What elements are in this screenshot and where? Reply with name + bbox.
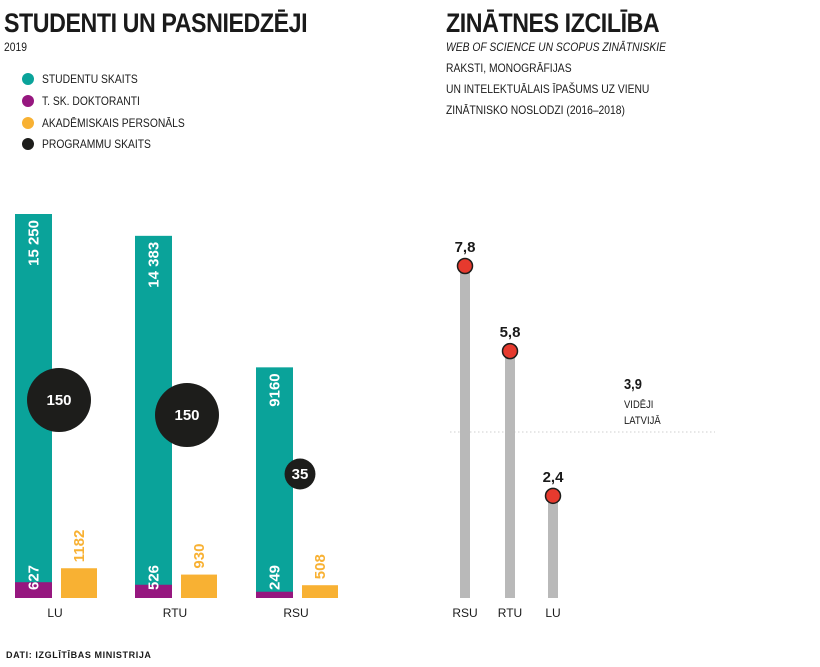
legend-label: STUDENTU SKAITS xyxy=(42,72,138,86)
programs-value-label: 150 xyxy=(46,392,71,409)
right-subtitle-line-2: RAKSTI, MONOGRĀFIJAS xyxy=(446,61,572,75)
right-subtitle-line-3: UN INTELEKTUĀLAIS ĪPAŠUMS UZ VIENU xyxy=(446,82,650,96)
left-chart-title: STUDENTI UN PASNIEDZĒJI xyxy=(4,8,308,38)
category-label: RSU xyxy=(283,606,308,620)
programs-value-label: 150 xyxy=(174,407,199,424)
black-dot-icon xyxy=(22,138,34,150)
staff-value-label: 1182 xyxy=(71,530,88,563)
students-value-label: 14 383 xyxy=(146,242,163,288)
score-dot xyxy=(501,342,519,360)
programs-circle xyxy=(155,383,219,447)
students-bar xyxy=(256,367,293,598)
right-chart-title: ZINĀTNES IZCILĪBA xyxy=(446,8,660,38)
score-stem xyxy=(505,351,515,598)
legend-label: AKADĒMISKAIS PERSONĀLS xyxy=(42,116,185,130)
staff-value-label: 508 xyxy=(312,554,329,579)
doctorants-bar xyxy=(135,584,172,598)
doctorants-value-label: 526 xyxy=(146,565,163,590)
category-label: RTU xyxy=(163,606,187,620)
legend-item: T. SK. DOKTORANTI xyxy=(22,94,156,108)
score-stem xyxy=(460,266,470,598)
yellow-dot-icon xyxy=(22,117,34,129)
legend-item: STUDENTU SKAITS xyxy=(22,72,153,86)
staff-bar xyxy=(61,568,97,598)
programs-circle xyxy=(27,368,91,432)
score-category-label: LU xyxy=(545,606,560,620)
students-value-label: 9160 xyxy=(267,373,284,406)
score-dot xyxy=(544,487,562,505)
average-label-line-1: VIDĒJI xyxy=(624,399,654,411)
average-value: 3,9 xyxy=(624,376,642,393)
teal-dot-icon xyxy=(22,73,34,85)
score-category-label: RSU xyxy=(452,606,477,620)
doctorants-value-label: 249 xyxy=(267,565,284,590)
score-category-label: RTU xyxy=(498,606,522,620)
staff-bar xyxy=(302,585,338,598)
score-value-label: 5,8 xyxy=(500,324,521,341)
doctorants-bar xyxy=(15,582,52,598)
legend-item: PROGRAMMU SKAITS xyxy=(22,137,169,151)
programs-value-label: 35 xyxy=(292,466,309,483)
legend-label: T. SK. DOKTORANTI xyxy=(42,94,140,108)
score-dot xyxy=(456,257,474,275)
score-value-label: 7,8 xyxy=(455,239,476,256)
score-value-label: 2,4 xyxy=(543,469,565,486)
average-label-line-2: LATVIJĀ xyxy=(624,415,661,427)
staff-value-label: 930 xyxy=(191,544,208,569)
category-label: LU xyxy=(47,606,62,620)
right-subtitle-line-4: ZINĀTNISKO NOSLODZI (2016–2018) xyxy=(446,103,625,117)
legend-item: AKADĒMISKAIS PERSONĀLS xyxy=(22,116,208,130)
staff-bar xyxy=(181,574,217,598)
legend-label: PROGRAMMU SKAITS xyxy=(42,137,151,151)
doctorants-bar xyxy=(256,591,293,598)
source-note: DATI: IZGLĪTĪBAS MINISTRIJA xyxy=(6,650,152,660)
students-value-label: 15 250 xyxy=(26,220,43,266)
programs-circle xyxy=(284,458,316,490)
left-chart-year: 2019 xyxy=(4,40,27,54)
purple-dot-icon xyxy=(22,95,34,107)
score-stem xyxy=(548,495,558,598)
right-subtitle-line-1: WEB OF SCIENCE UN SCOPUS ZINĀTNISKIE xyxy=(446,40,667,54)
average-label: VIDĒJI LATVIJĀ xyxy=(624,397,661,429)
doctorants-value-label: 627 xyxy=(26,565,43,590)
